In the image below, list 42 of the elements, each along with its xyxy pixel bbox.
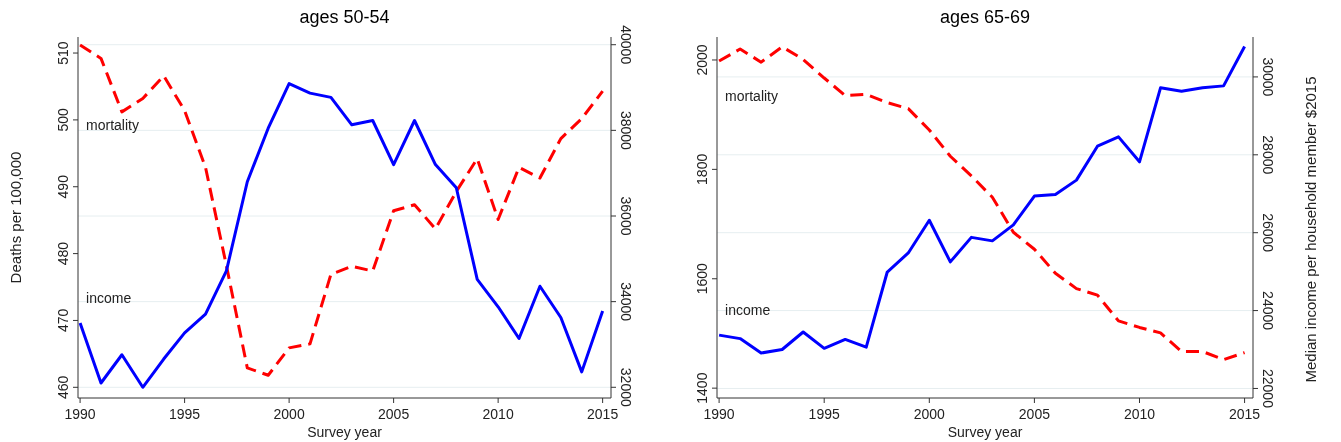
y-axis-title: Deaths per 100,000 bbox=[7, 151, 24, 284]
x-tick-label: 2000 bbox=[273, 406, 305, 422]
y2-tick-label: 30000 bbox=[1260, 57, 1276, 97]
y-tick-label: 500 bbox=[55, 108, 71, 132]
x-tick-label: 2015 bbox=[587, 406, 619, 422]
y2-tick-label: 34000 bbox=[618, 282, 634, 322]
y2-tick-label: 24000 bbox=[1260, 291, 1276, 331]
y-tick-label: 1400 bbox=[694, 372, 710, 404]
y-tick-label: 480 bbox=[55, 241, 71, 266]
series-label: income bbox=[86, 290, 132, 307]
x-tick-label: 2005 bbox=[1018, 406, 1051, 422]
y2-tick-label: 32000 bbox=[618, 367, 634, 407]
y2-tick-label: 22000 bbox=[1260, 368, 1276, 409]
x-tick-label: 2010 bbox=[1123, 406, 1156, 422]
y-tick-label: 460 bbox=[55, 375, 71, 399]
y2-tick-label: 40000 bbox=[618, 25, 634, 65]
y-tick-label: 470 bbox=[55, 308, 71, 333]
y-tick-label: 490 bbox=[55, 174, 71, 199]
x-tick-label: 1995 bbox=[808, 406, 840, 422]
x-tick-label: 2000 bbox=[913, 406, 946, 422]
x-tick-label: 1995 bbox=[169, 406, 201, 422]
y2-tick-label: 28000 bbox=[1260, 135, 1276, 175]
series-label: mortality bbox=[86, 117, 139, 134]
y-tick-label: 2000 bbox=[694, 44, 710, 76]
y2-tick-label: 26000 bbox=[1260, 213, 1276, 253]
chart-title: ages 50-54 bbox=[299, 7, 390, 27]
chart-title: ages 65-69 bbox=[939, 7, 1031, 27]
y-tick-label: 1800 bbox=[694, 153, 710, 185]
series-label: mortality bbox=[725, 88, 779, 105]
y2-axis-title: Median income per household member $2015 bbox=[1302, 76, 1319, 383]
x-axis-title: Survey year bbox=[947, 424, 1023, 440]
x-tick-label: 2015 bbox=[1229, 406, 1261, 422]
y-tick-label: 1600 bbox=[694, 262, 710, 295]
x-tick-label: 2005 bbox=[378, 406, 410, 422]
x-tick-label: 1990 bbox=[64, 406, 96, 422]
x-axis-title: Survey year bbox=[307, 424, 383, 440]
series-label: income bbox=[725, 302, 771, 319]
y2-tick-label: 38000 bbox=[618, 110, 634, 151]
y-tick-label: 510 bbox=[55, 41, 71, 65]
x-tick-label: 2010 bbox=[482, 406, 514, 422]
y2-tick-label: 36000 bbox=[618, 196, 634, 236]
x-tick-label: 1990 bbox=[703, 406, 735, 422]
